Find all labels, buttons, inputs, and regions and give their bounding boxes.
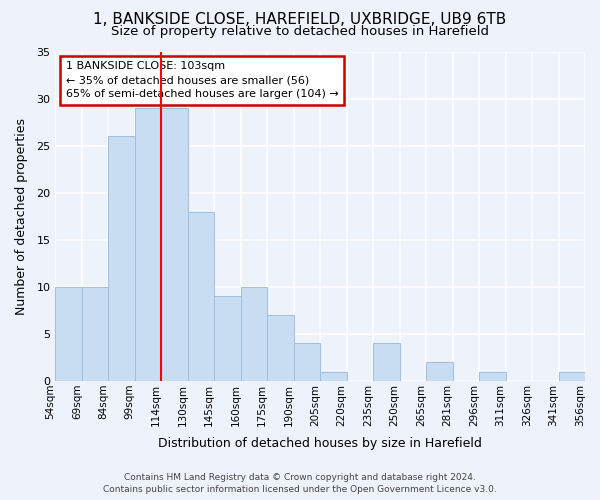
Bar [293, 344, 320, 381]
Bar [214, 296, 241, 381]
Bar [267, 315, 293, 381]
Bar [559, 372, 585, 381]
Text: 1, BANKSIDE CLOSE, HAREFIELD, UXBRIDGE, UB9 6TB: 1, BANKSIDE CLOSE, HAREFIELD, UXBRIDGE, … [94, 12, 506, 28]
Bar [161, 108, 188, 381]
Bar [241, 287, 267, 381]
X-axis label: Distribution of detached houses by size in Harefield: Distribution of detached houses by size … [158, 437, 482, 450]
Text: 1 BANKSIDE CLOSE: 103sqm
← 35% of detached houses are smaller (56)
65% of semi-d: 1 BANKSIDE CLOSE: 103sqm ← 35% of detach… [66, 62, 338, 100]
Bar [188, 212, 214, 381]
Bar [479, 372, 506, 381]
Bar [82, 287, 108, 381]
Text: Contains HM Land Registry data © Crown copyright and database right 2024.
Contai: Contains HM Land Registry data © Crown c… [103, 472, 497, 494]
Bar [373, 344, 400, 381]
Text: Size of property relative to detached houses in Harefield: Size of property relative to detached ho… [111, 25, 489, 38]
Bar [108, 136, 135, 381]
Bar [426, 362, 452, 381]
Bar [55, 287, 82, 381]
Y-axis label: Number of detached properties: Number of detached properties [15, 118, 28, 314]
Bar [320, 372, 347, 381]
Bar [135, 108, 161, 381]
